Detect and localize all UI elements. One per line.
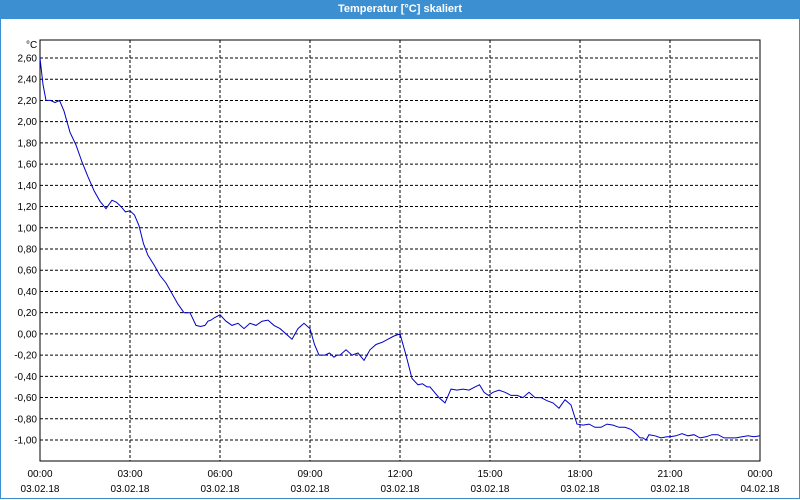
plot-area bbox=[39, 39, 761, 462]
y-tick-label: 2,60 bbox=[18, 54, 38, 65]
x-tick-time: 06:00 bbox=[207, 469, 232, 480]
x-tick-date: 03.02.18 bbox=[561, 484, 600, 495]
y-tick-label: 0,40 bbox=[18, 287, 38, 298]
y-tick-label: 2,20 bbox=[18, 96, 38, 107]
y-tick-label: 1,60 bbox=[18, 160, 38, 171]
x-tick-date: 04.02.18 bbox=[741, 484, 780, 495]
y-tick-label: 2,00 bbox=[18, 117, 38, 128]
y-tick-label: 0,00 bbox=[18, 329, 38, 340]
x-tick-time: 12:00 bbox=[387, 469, 412, 480]
x-tick-time: 21:00 bbox=[657, 469, 682, 480]
y-tick-labels: 2,60 2,40 2,20 2,00 1,80 1,60 1,40 1,20 1,00 0,80… bbox=[14, 54, 37, 447]
y-tick-label: 1,00 bbox=[18, 223, 38, 234]
x-tick-date: 03.02.18 bbox=[651, 484, 690, 495]
y-tick-label: -1,00 bbox=[14, 436, 37, 447]
y-tick-label: -0,40 bbox=[14, 372, 37, 383]
y-tick-label: 2,40 bbox=[18, 75, 38, 86]
x-tick-time: 00:00 bbox=[747, 469, 772, 480]
x-tick-time: 15:00 bbox=[477, 469, 502, 480]
x-tick-date: 03.02.18 bbox=[21, 484, 60, 495]
y-tick-label: -0,60 bbox=[14, 393, 37, 404]
window-title: Temperatur [°C] skaliert bbox=[0, 0, 800, 19]
y-tick-label: 0,20 bbox=[18, 308, 38, 319]
y-tick-label: 1,20 bbox=[18, 202, 38, 213]
y-tick-label: -0,20 bbox=[14, 351, 37, 362]
series-line bbox=[39, 57, 761, 441]
x-tick-date: 03.02.18 bbox=[471, 484, 510, 495]
x-tick-time: 18:00 bbox=[567, 469, 592, 480]
x-tick-time: 00:00 bbox=[27, 469, 52, 480]
x-tick-date: 03.02.18 bbox=[291, 484, 330, 495]
y-axis-label: °C bbox=[26, 40, 37, 51]
x-tick-time: 03:00 bbox=[117, 469, 142, 480]
x-tick-date: 03.02.18 bbox=[201, 484, 240, 495]
y-tick-label: 1,80 bbox=[18, 138, 38, 149]
y-tick-label: -0,80 bbox=[14, 414, 37, 425]
x-tick-labels: 00:00 03.02.18 03:00 03.02.18 06:00 03.02.18 0… bbox=[21, 469, 780, 495]
x-tick-date: 03.02.18 bbox=[111, 484, 150, 495]
y-tick-label: 0,60 bbox=[18, 266, 38, 277]
grid bbox=[40, 40, 760, 461]
y-tick-label: 1,40 bbox=[18, 181, 38, 192]
y-tick-label: 0,80 bbox=[18, 245, 38, 256]
x-tick-date: 03.02.18 bbox=[381, 484, 420, 495]
x-tick-time: 09:00 bbox=[297, 469, 322, 480]
